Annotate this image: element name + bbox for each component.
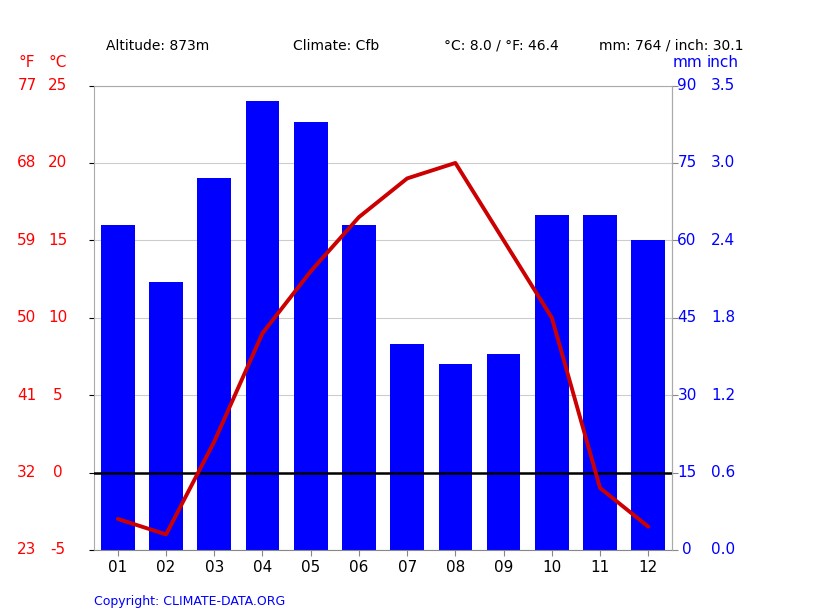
Text: °F: °F [19,55,35,70]
Text: 32: 32 [17,465,37,480]
Text: 50: 50 [17,310,37,325]
Text: 75: 75 [677,155,697,170]
Bar [487,354,521,550]
Text: Copyright: CLIMATE-DATA.ORG: Copyright: CLIMATE-DATA.ORG [94,595,285,608]
Text: 45: 45 [677,310,697,325]
Text: 10: 10 [48,310,68,325]
Bar [245,101,280,550]
Text: 0: 0 [682,543,692,557]
Text: Altitude: 873m: Altitude: 873m [106,39,209,53]
Bar [342,225,376,550]
Text: 20: 20 [48,155,68,170]
Text: °C: °C [49,55,67,70]
Bar [438,364,472,550]
Text: 1.2: 1.2 [711,387,735,403]
Text: 0.6: 0.6 [711,465,735,480]
Bar [390,343,424,550]
Text: 15: 15 [677,465,697,480]
Text: Climate: Cfb: Climate: Cfb [293,39,380,53]
Bar [101,225,134,550]
Text: 30: 30 [677,387,697,403]
Text: 2.4: 2.4 [711,233,735,248]
Text: 60: 60 [677,233,697,248]
Text: 0.0: 0.0 [711,543,735,557]
Text: 23: 23 [17,543,37,557]
Bar [197,178,231,550]
Text: 5: 5 [53,387,63,403]
Text: 0: 0 [53,465,63,480]
Text: 59: 59 [17,233,37,248]
Bar [294,122,328,550]
Text: 90: 90 [677,78,697,93]
Bar [584,214,617,550]
Text: 3.5: 3.5 [711,78,735,93]
Text: °C: 8.0 / °F: 46.4: °C: 8.0 / °F: 46.4 [444,39,559,53]
Text: 1.8: 1.8 [711,310,735,325]
Text: mm: 764 / inch: 30.1: mm: 764 / inch: 30.1 [599,39,743,53]
Bar [632,240,665,550]
Text: mm: mm [672,55,702,70]
Text: 15: 15 [48,233,68,248]
Bar [535,214,569,550]
Text: 25: 25 [48,78,68,93]
Text: 77: 77 [17,78,37,93]
Text: 3.0: 3.0 [711,155,735,170]
Text: 41: 41 [17,387,37,403]
Text: -5: -5 [51,543,65,557]
Bar [149,282,183,550]
Text: 68: 68 [17,155,37,170]
Text: inch: inch [707,55,739,70]
